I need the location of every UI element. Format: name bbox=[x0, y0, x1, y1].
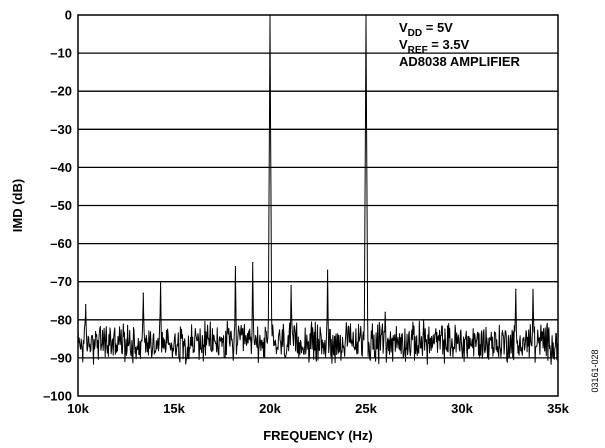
annotation-line: VDD = 5V bbox=[399, 20, 453, 39]
annotation-line: AD8038 AMPLIFIER bbox=[399, 54, 520, 69]
x-tick-label: 20k bbox=[259, 401, 281, 416]
y-tick-label: –40 bbox=[50, 160, 72, 175]
spectrum-line bbox=[77, 14, 559, 365]
y-tick-label: –50 bbox=[50, 198, 72, 213]
peak-point bbox=[532, 288, 534, 290]
figure-id: 03161-028 bbox=[590, 349, 600, 392]
peak-point bbox=[159, 281, 162, 283]
y-tick-label: –80 bbox=[50, 312, 72, 327]
x-tick-labels: 10k 15k 20k 25k 30k 35k bbox=[67, 401, 569, 416]
y-tick-label: –20 bbox=[50, 84, 72, 99]
y-tick-label: –60 bbox=[50, 236, 72, 251]
y-tick-label: –70 bbox=[50, 274, 72, 289]
y-tick-label: –30 bbox=[50, 122, 72, 137]
y-tick-labels: 0 –10 –20 –30 –40 –50 –60 –70 –80 –90 –100 bbox=[43, 8, 72, 404]
grid-lines bbox=[78, 52, 558, 359]
peak-point bbox=[384, 311, 386, 313]
peak-point bbox=[142, 292, 144, 294]
annotation-line: VREF = 3.5V bbox=[399, 37, 470, 56]
x-tick-label: 35k bbox=[547, 401, 569, 416]
peak-point bbox=[234, 265, 237, 268]
peak-point bbox=[515, 288, 517, 290]
x-tick-label: 25k bbox=[355, 401, 377, 416]
peak-point bbox=[290, 284, 292, 287]
y-tick-label: 0 bbox=[65, 8, 72, 23]
peak-point bbox=[327, 269, 329, 271]
peak-point bbox=[423, 319, 425, 321]
y-tick-label: –10 bbox=[50, 46, 72, 61]
x-tick-label: 15k bbox=[163, 401, 185, 416]
x-tick-label: 30k bbox=[451, 401, 473, 416]
peak-point bbox=[252, 262, 254, 264]
peak-point bbox=[85, 303, 87, 306]
x-axis-label: FREQUENCY (Hz) bbox=[263, 428, 373, 443]
x-tick-label: 10k bbox=[67, 401, 89, 416]
plot-frame bbox=[77, 14, 559, 397]
y-axis-label: IMD (dB) bbox=[10, 179, 25, 232]
y-tick-label: –90 bbox=[50, 350, 72, 365]
y-tick-label: –100 bbox=[43, 389, 72, 404]
